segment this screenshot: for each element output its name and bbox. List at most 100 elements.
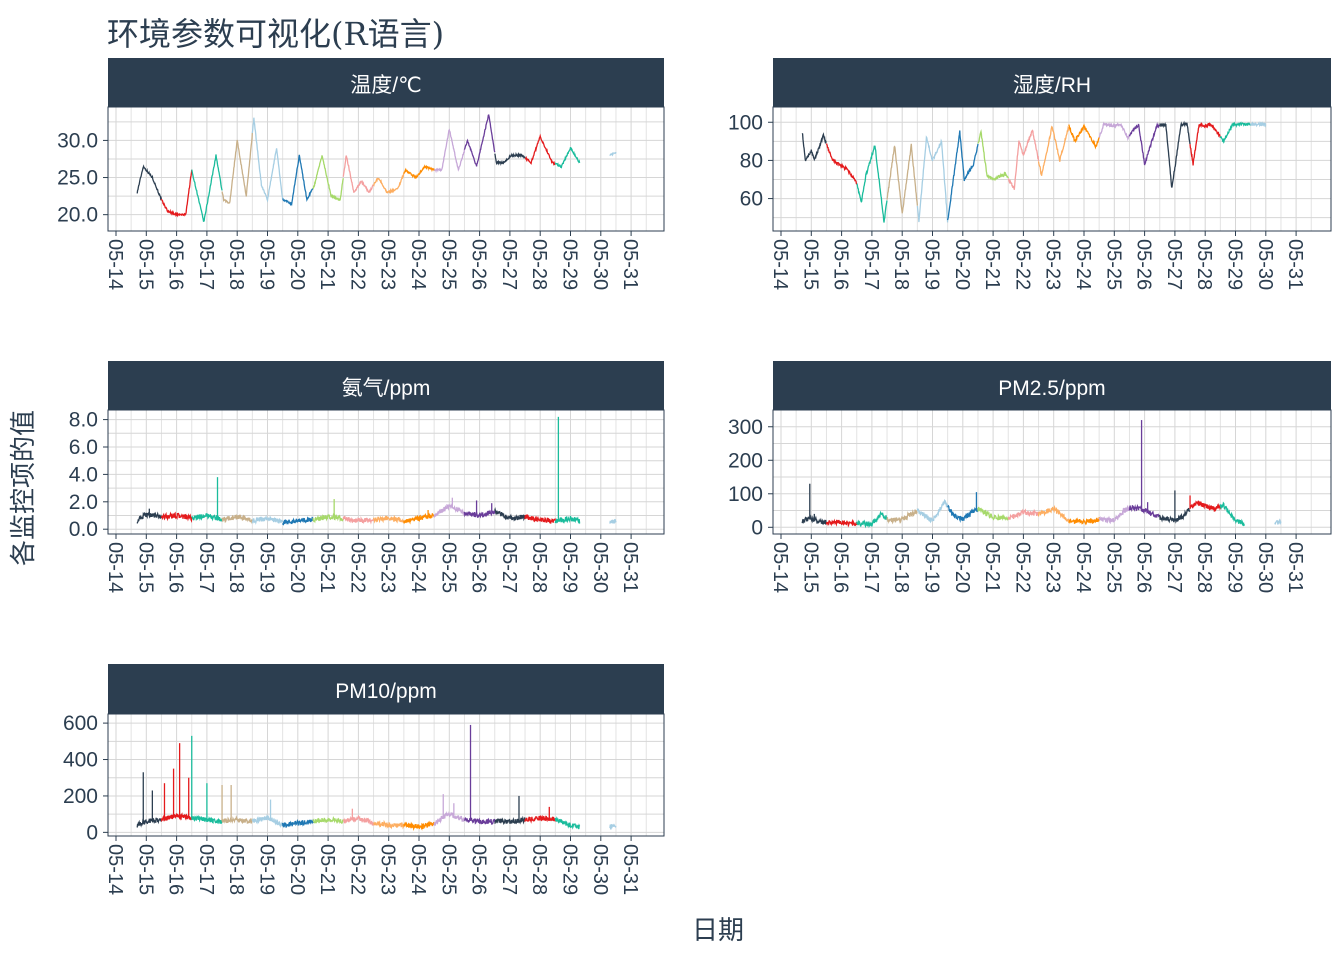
facet-panel: 氨气/ppm 0.0 2.0 4.0 6.0 8.0 05-14 05-15 05-16 05-1… <box>69 361 664 593</box>
y-tick-label: 100 <box>728 111 763 134</box>
x-tick-label: 05-18 <box>890 239 912 290</box>
x-tick-label: 05-14 <box>104 844 126 895</box>
x-tick-label: 05-19 <box>921 239 943 290</box>
y-tick-label: 2.0 <box>69 491 98 514</box>
y-tick-label: 25.0 <box>57 167 98 190</box>
x-tick-label: 05-26 <box>468 542 490 593</box>
y-tick-label: 200 <box>63 785 98 808</box>
y-tick-label: 0 <box>751 516 763 539</box>
x-tick-label: 05-22 <box>1011 239 1033 290</box>
x-tick-label: 05-15 <box>134 844 156 895</box>
x-tick-label: 05-23 <box>1042 239 1064 290</box>
x-tick-label: 05-22 <box>346 542 368 593</box>
x-tick-label: 05-16 <box>830 239 852 290</box>
x-tick-label: 05-17 <box>195 542 217 593</box>
x-tick-label: 05-23 <box>377 239 399 290</box>
x-tick-label: 05-17 <box>195 844 217 895</box>
x-tick-label: 05-17 <box>860 542 882 593</box>
x-tick-label: 05-26 <box>468 844 490 895</box>
x-tick-label: 05-25 <box>437 239 459 290</box>
x-tick-label: 05-19 <box>256 542 278 593</box>
x-tick-label: 05-27 <box>1163 239 1185 290</box>
series-line <box>610 824 616 829</box>
x-tick-label: 05-31 <box>619 844 641 895</box>
series-group <box>137 725 616 829</box>
x-tick-label: 05-31 <box>1284 239 1306 290</box>
x-tick-label: 05-14 <box>104 542 126 593</box>
x-tick-label: 05-16 <box>165 542 187 593</box>
facet-panel: 温度/℃20.025.030.005-14 05-15 05-16 05-17 05-1… <box>57 58 664 290</box>
series-line <box>1220 503 1244 526</box>
y-tick-label: 600 <box>63 712 98 735</box>
x-tick-label: 05-28 <box>528 844 550 895</box>
x-tick-label: 05-25 <box>437 542 459 593</box>
x-tick-label: 05-29 <box>1224 239 1246 290</box>
chart-title: 环境参数可视化(R语言) <box>107 15 444 53</box>
y-tick-label: 200 <box>728 449 763 472</box>
y-tick-label: 300 <box>728 416 763 439</box>
series-line <box>1251 123 1266 126</box>
x-tick-label: 05-24 <box>407 542 429 593</box>
x-tick-label: 05-22 <box>1011 542 1033 593</box>
series-line <box>802 133 826 161</box>
x-tick-label: 05-19 <box>921 542 943 593</box>
x-tick-label: 05-26 <box>1133 542 1155 593</box>
x-tick-label: 05-26 <box>1133 239 1155 290</box>
x-tick-label: 05-22 <box>346 239 368 290</box>
x-tick-label: 05-23 <box>377 542 399 593</box>
series-line <box>137 166 161 199</box>
x-tick-label: 05-28 <box>1193 542 1215 593</box>
y-tick-label: 4.0 <box>69 463 98 486</box>
x-tick-label: 05-29 <box>559 542 581 593</box>
x-tick-label: 05-30 <box>589 844 611 895</box>
x-tick-label: 05-24 <box>1072 542 1094 593</box>
y-tick-label: 30.0 <box>57 129 98 152</box>
x-tick-label: 05-27 <box>498 542 520 593</box>
facet-strip-label: 湿度/RH <box>1013 74 1091 97</box>
x-tick-label: 05-20 <box>286 239 308 290</box>
series-line <box>555 818 579 829</box>
series-line <box>555 516 579 523</box>
x-tick-label: 05-30 <box>1254 239 1276 290</box>
x-tick-label: 05-26 <box>468 239 490 290</box>
x-tick-label: 05-24 <box>407 239 429 290</box>
x-tick-label: 05-22 <box>346 844 368 895</box>
x-tick-label: 05-14 <box>104 239 126 290</box>
x-tick-label: 05-15 <box>799 239 821 290</box>
y-tick-label: 100 <box>728 483 763 506</box>
x-tick-label: 05-18 <box>890 542 912 593</box>
x-tick-label: 05-20 <box>286 844 308 895</box>
x-tick-label: 05-27 <box>498 239 520 290</box>
x-tick-label: 05-16 <box>165 239 187 290</box>
y-tick-label: 20.0 <box>57 204 98 227</box>
series-group <box>137 115 616 221</box>
x-tick-label: 05-15 <box>134 542 156 593</box>
x-axis-title: 日期 <box>692 916 744 946</box>
x-tick-label: 05-14 <box>769 239 791 290</box>
y-axis-title: 各监控项的值 <box>9 410 39 566</box>
x-tick-label: 05-20 <box>286 542 308 593</box>
x-tick-label: 05-23 <box>1042 542 1064 593</box>
y-tick-label: 60 <box>740 188 763 211</box>
y-tick-label: 8.0 <box>69 409 98 432</box>
series-line <box>610 152 616 156</box>
x-tick-label: 05-30 <box>589 542 611 593</box>
x-tick-label: 05-25 <box>437 844 459 895</box>
x-tick-label: 05-28 <box>528 542 550 593</box>
series-line <box>137 818 161 828</box>
x-tick-label: 05-14 <box>769 542 791 593</box>
x-tick-label: 05-19 <box>256 844 278 895</box>
x-tick-label: 05-16 <box>830 542 852 593</box>
x-tick-label: 05-27 <box>1163 542 1185 593</box>
x-tick-label: 05-30 <box>1254 542 1276 593</box>
facets-group: 温度/℃20.025.030.005-14 05-15 05-16 05-17 05-1… <box>57 58 1331 895</box>
x-tick-label: 05-21 <box>316 542 338 593</box>
x-tick-label: 05-21 <box>981 239 1003 290</box>
x-tick-label: 05-18 <box>225 844 247 895</box>
x-tick-label: 05-15 <box>799 542 821 593</box>
facet-panel: 湿度/RH608010005-14 05-15 05-16 05-17 05-18 05-… <box>728 58 1331 290</box>
x-tick-label: 05-29 <box>559 844 581 895</box>
x-tick-label: 05-25 <box>1102 542 1124 593</box>
facet-panel: PM2.5/ppm 0 100 200 300 05-14 05-15 05-16 05-17 0… <box>728 361 1331 593</box>
